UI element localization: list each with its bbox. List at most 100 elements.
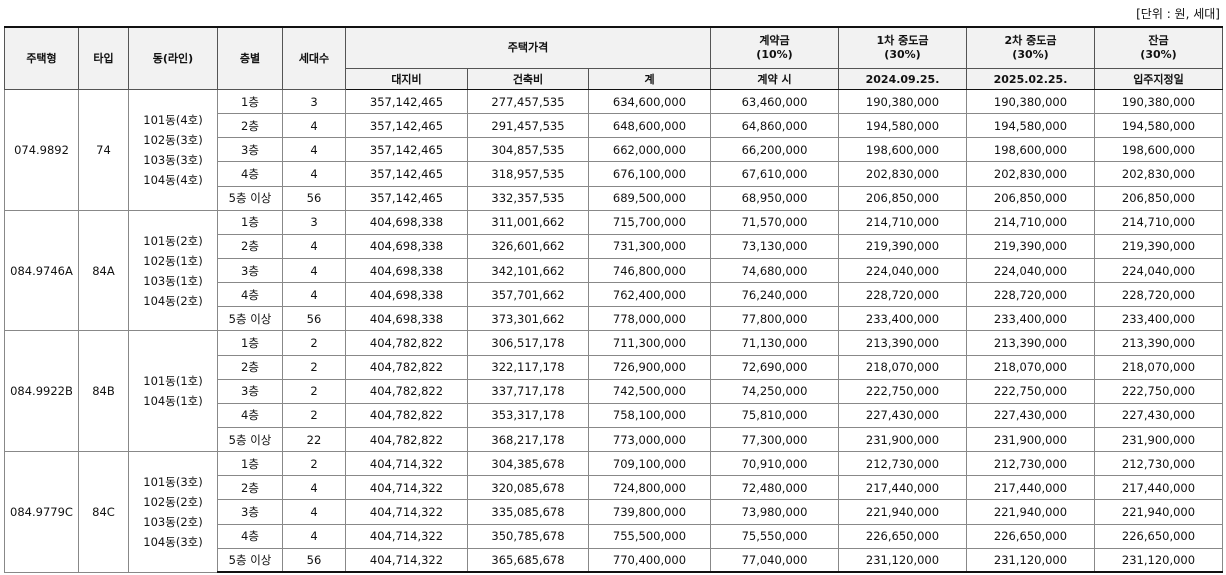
value-cell: 222,750,000 bbox=[838, 378, 967, 404]
dong-cell: 101동(4호) 102동(3호) 103동(3호) 104동(4호) bbox=[128, 89, 218, 211]
unit-note: [단위 : 원, 세대] bbox=[1136, 7, 1220, 21]
value-cell: 311,001,662 bbox=[467, 209, 589, 235]
value-cell: 190,380,000 bbox=[1094, 88, 1223, 115]
header-text: 계약금 bbox=[759, 34, 790, 47]
table-row: 084.9779C 84C 101동(3호) 102동(2호) 103동(2호) 104동… bbox=[4, 451, 1223, 573]
value-cell: 337,717,178 bbox=[467, 378, 589, 404]
table-row: 074.9892 74 101동(4호) 102동(3호) 103동(3호) 104동(4… bbox=[4, 88, 1223, 211]
floor-cell: 1층 bbox=[217, 330, 283, 356]
value-cell: 218,070,000 bbox=[1094, 354, 1223, 380]
value-cell: 206,850,000 bbox=[966, 185, 1095, 211]
value-cell: 755,500,000 bbox=[588, 523, 711, 549]
value-cell: 404,714,322 bbox=[345, 499, 468, 525]
floor-cell: 3층 bbox=[217, 257, 283, 284]
value-cell: 332,357,535 bbox=[467, 185, 589, 211]
dong-text: 101동(3호) bbox=[143, 474, 203, 489]
type-cell: 84C bbox=[78, 451, 129, 573]
table-row: 3층 2 404,782,822 337,717,178 742,500,000 74,2… bbox=[5, 378, 1223, 404]
value-cell: 4 bbox=[282, 161, 346, 187]
header-text: 주택형 bbox=[26, 51, 57, 65]
value-cell: 73,130,000 bbox=[710, 233, 839, 259]
type-cell: 84A bbox=[78, 209, 129, 332]
model-cell: 084.9779C bbox=[4, 451, 79, 573]
header-cell: 건축비 bbox=[467, 68, 589, 90]
value-cell: 221,940,000 bbox=[1094, 499, 1223, 525]
value-cell: 277,457,535 bbox=[467, 88, 589, 115]
table-row: 084.9922B 84B 101동(1호) 104동(1호) 1층 2 404,782,8… bbox=[4, 330, 1223, 453]
value-cell: 219,390,000 bbox=[966, 233, 1095, 259]
value-cell: 4 bbox=[282, 113, 346, 139]
header-cell: 1차 중도금 (30%) bbox=[838, 26, 967, 69]
value-cell: 773,000,000 bbox=[588, 426, 711, 453]
value-cell: 3 bbox=[282, 209, 346, 235]
value-cell: 404,782,822 bbox=[345, 402, 468, 428]
value-cell: 322,117,178 bbox=[467, 354, 589, 380]
dong-cell: 101동(3호) 102동(2호) 103동(2호) 104동(3호) bbox=[128, 451, 218, 573]
value-cell: 233,400,000 bbox=[838, 306, 967, 332]
table-row: 2층 2 404,782,822 322,117,178 726,900,000 72,6… bbox=[5, 354, 1223, 380]
value-cell: 318,957,535 bbox=[467, 161, 589, 187]
floor-cell: 1층 bbox=[217, 88, 283, 115]
value-cell: 709,100,000 bbox=[588, 451, 711, 477]
value-cell: 213,390,000 bbox=[838, 330, 967, 356]
value-cell: 217,440,000 bbox=[966, 475, 1095, 501]
value-cell: 56 bbox=[282, 185, 346, 211]
value-cell: 404,698,338 bbox=[345, 282, 468, 308]
value-cell: 4 bbox=[282, 233, 346, 259]
value-cell: 404,782,822 bbox=[345, 378, 468, 404]
dong-cell: 101동(1호) 104동(1호) bbox=[128, 330, 218, 453]
table-row: 2층 4 357,142,465 291,457,535 648,600,000 64,8… bbox=[5, 113, 1223, 139]
table-row: 084.9746A 84A 101동(2호) 102동(1호) 103동(1호) 104동… bbox=[4, 209, 1223, 332]
floor-cell: 2층 bbox=[217, 113, 283, 139]
value-cell: 231,120,000 bbox=[1094, 547, 1223, 574]
table-row: 2층 4 404,698,338 326,601,662 731,300,000 73,1… bbox=[5, 233, 1223, 259]
value-cell: 70,910,000 bbox=[710, 451, 839, 477]
value-cell: 342,101,662 bbox=[467, 257, 589, 284]
value-cell: 304,385,678 bbox=[467, 451, 589, 477]
value-cell: 404,714,322 bbox=[345, 475, 468, 501]
floor-cell: 1층 bbox=[217, 209, 283, 235]
value-cell: 77,300,000 bbox=[710, 426, 839, 453]
value-cell: 72,480,000 bbox=[710, 475, 839, 501]
header-cell: 잔금 (30%) bbox=[1094, 26, 1223, 69]
header-cell: 계약금 (10%) bbox=[710, 26, 839, 69]
value-cell: 76,240,000 bbox=[710, 282, 839, 308]
header-cell: 타입 bbox=[78, 26, 129, 90]
model-cell: 084.9922B bbox=[4, 330, 79, 453]
header-cell: 2024.09.25. bbox=[838, 68, 967, 90]
value-cell: 206,850,000 bbox=[1094, 185, 1223, 211]
value-cell: 233,400,000 bbox=[1094, 306, 1223, 332]
value-cell: 228,720,000 bbox=[1094, 282, 1223, 308]
value-cell: 73,980,000 bbox=[710, 499, 839, 525]
header-text: 세대수 bbox=[298, 51, 330, 65]
value-cell: 22 bbox=[282, 426, 346, 453]
dong-cell: 101동(2호) 102동(1호) 103동(1호) 104동(2호) bbox=[128, 209, 218, 332]
value-cell: 226,650,000 bbox=[966, 523, 1095, 549]
dong-text: 104동(4호) bbox=[143, 172, 203, 187]
floor-cell: 4층 bbox=[217, 523, 283, 549]
value-cell: 213,390,000 bbox=[1094, 330, 1223, 356]
value-cell: 227,430,000 bbox=[966, 402, 1095, 428]
value-cell: 365,685,678 bbox=[467, 547, 589, 574]
dong-text: 104동(2호) bbox=[143, 293, 203, 308]
value-cell: 202,830,000 bbox=[966, 161, 1095, 187]
table-row: 4층 2 404,782,822 353,317,178 758,100,000 75,8… bbox=[5, 402, 1223, 428]
value-cell: 71,570,000 bbox=[710, 209, 839, 235]
value-cell: 726,900,000 bbox=[588, 354, 711, 380]
value-cell: 357,142,465 bbox=[345, 88, 468, 115]
value-cell: 194,580,000 bbox=[966, 113, 1095, 139]
value-cell: 222,750,000 bbox=[1094, 378, 1223, 404]
header-cell: 계약 시 bbox=[710, 68, 839, 90]
value-cell: 224,040,000 bbox=[966, 257, 1095, 284]
floor-cell: 4층 bbox=[217, 282, 283, 308]
header-text: 층별 bbox=[239, 51, 261, 65]
header-row: 주택형 타입 동(라인) 층별 세대수 주택가격 계약금 (10%) 1차 중도금 (30%) 2차… bbox=[4, 26, 1223, 90]
floor-cell: 2층 bbox=[217, 475, 283, 501]
header-cell: 2차 중도금 (30%) bbox=[966, 26, 1095, 69]
table-row: 3층 4 404,698,338 342,101,662 746,800,000 74,6… bbox=[5, 257, 1223, 284]
value-cell: 231,120,000 bbox=[838, 547, 967, 574]
dong-text: 104동(1호) bbox=[143, 394, 203, 409]
dong-text: 103동(3호) bbox=[143, 152, 203, 167]
header-text: (10%) bbox=[756, 48, 793, 61]
